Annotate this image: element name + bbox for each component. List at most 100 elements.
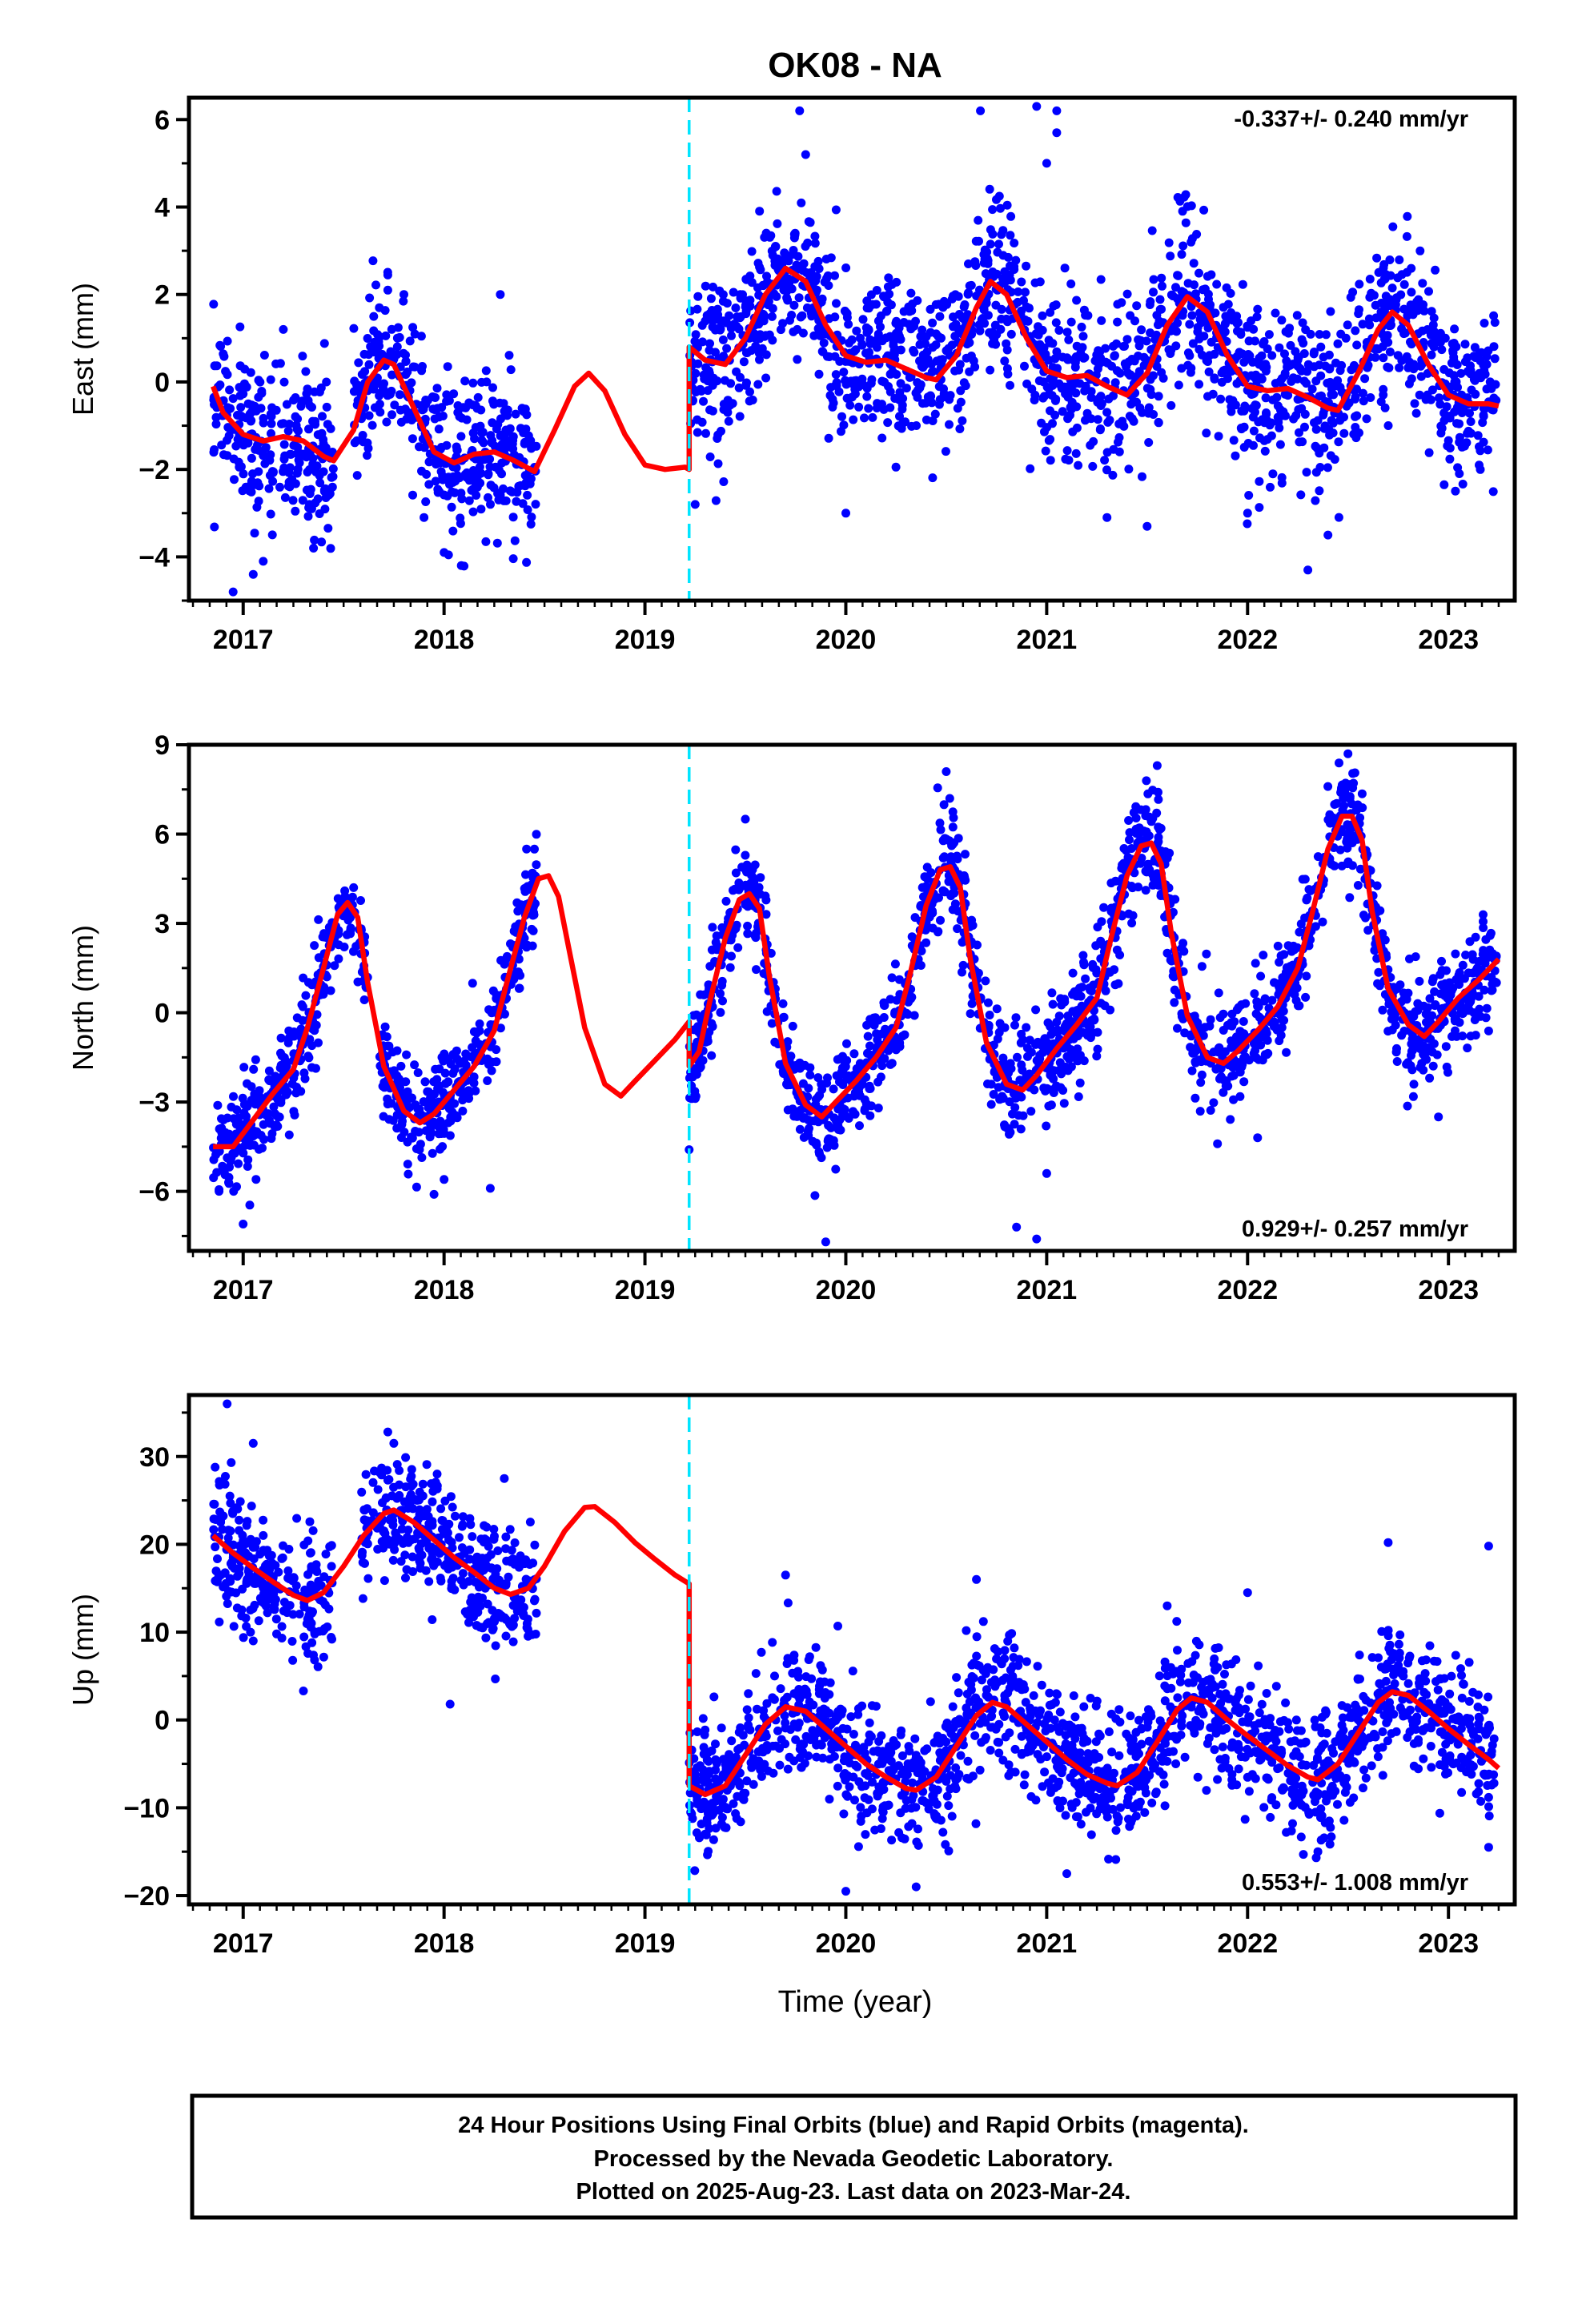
data-point: [1067, 386, 1077, 396]
data-point: [1268, 469, 1278, 479]
data-point: [432, 384, 442, 393]
data-point: [1380, 403, 1390, 412]
data-point: [981, 976, 990, 986]
data-point: [839, 420, 849, 430]
data-point: [1118, 342, 1128, 351]
data-point: [1113, 317, 1122, 327]
data-point: [1318, 917, 1327, 927]
data-point: [947, 294, 957, 304]
data-point: [1115, 368, 1125, 378]
data-point-outlier: [1042, 1168, 1051, 1178]
data-point: [988, 229, 998, 239]
data-point: [1262, 409, 1271, 419]
data-point: [1410, 399, 1419, 408]
data-point: [1086, 1033, 1095, 1043]
data-point: [464, 398, 474, 408]
data-point: [1292, 311, 1302, 320]
data-point: [1467, 385, 1476, 395]
data-point: [428, 404, 438, 414]
data-point: [825, 352, 834, 361]
data-point: [271, 359, 281, 368]
data-point-outlier: [1253, 1133, 1263, 1143]
data-point: [965, 338, 974, 348]
data-point: [432, 456, 441, 465]
data-point: [966, 352, 976, 360]
data-point: [745, 296, 755, 305]
data-point: [832, 1071, 841, 1080]
data-point: [428, 1148, 437, 1158]
data-point: [1311, 496, 1320, 505]
data-point: [877, 433, 887, 443]
data-point: [232, 1182, 241, 1192]
data-point: [1231, 451, 1240, 460]
data-point: [1096, 275, 1106, 284]
data-point: [988, 205, 998, 215]
data-point: [520, 481, 530, 491]
data-point: [1259, 951, 1268, 960]
data-point: [365, 293, 375, 303]
data-point: [1450, 377, 1460, 387]
data-point: [1138, 472, 1146, 481]
data-point: [266, 450, 275, 460]
data-point: [1249, 440, 1258, 450]
data-point: [359, 349, 369, 359]
data-point: [1080, 353, 1090, 362]
data-point: [1046, 1030, 1056, 1039]
data-point: [1127, 919, 1137, 928]
data-point-outlier: [429, 1189, 439, 1199]
data-point: [750, 875, 760, 883]
data-point: [1415, 1044, 1425, 1053]
data-point: [1034, 322, 1042, 332]
data-point: [958, 416, 967, 425]
data-point: [1359, 396, 1368, 406]
data-point: [448, 477, 458, 487]
data-point: [1463, 428, 1472, 438]
data-point: [421, 497, 431, 506]
data-point: [1458, 960, 1468, 970]
data-point: [483, 1054, 492, 1063]
data-point: [727, 331, 736, 340]
data-point: [1371, 352, 1380, 362]
data-point: [1419, 1001, 1428, 1011]
data-point: [527, 924, 536, 934]
data-point: [412, 1144, 421, 1153]
data-point: [697, 386, 706, 396]
data-point: [226, 1156, 235, 1166]
data-point: [726, 400, 735, 409]
data-point: [907, 306, 917, 316]
data-point: [826, 253, 836, 263]
data-point: [828, 402, 837, 412]
data-point: [1302, 468, 1311, 477]
data-point: [836, 1125, 845, 1135]
data-point: [904, 320, 913, 329]
data-point: [1345, 893, 1355, 903]
data-point: [795, 1124, 805, 1134]
data-point: [1068, 968, 1078, 978]
data-point: [701, 281, 710, 291]
data-point: [1131, 802, 1141, 811]
data-point: [1364, 314, 1374, 324]
data-point-outlier: [1052, 128, 1062, 138]
data-point: [1354, 309, 1363, 319]
data-point: [219, 450, 228, 460]
data-point: [1479, 410, 1488, 420]
data-point: [862, 392, 872, 401]
data-point: [1195, 1107, 1205, 1116]
data-point: [1431, 1000, 1440, 1009]
data-point: [889, 340, 898, 350]
data-point: [1489, 311, 1499, 320]
data-point: [424, 457, 434, 467]
data-point: [1327, 859, 1336, 869]
data-point: [1052, 1017, 1062, 1027]
data-point: [842, 1039, 851, 1048]
data-point-outlier: [1032, 102, 1042, 111]
data-point: [1428, 1061, 1438, 1071]
data-point: [217, 440, 227, 450]
data-point: [804, 1131, 813, 1140]
data-point: [1150, 335, 1160, 344]
data-point: [259, 418, 268, 428]
data-point: [885, 369, 895, 379]
data-point: [1451, 949, 1460, 959]
data-point: [883, 282, 893, 292]
data-point: [1484, 1026, 1493, 1035]
